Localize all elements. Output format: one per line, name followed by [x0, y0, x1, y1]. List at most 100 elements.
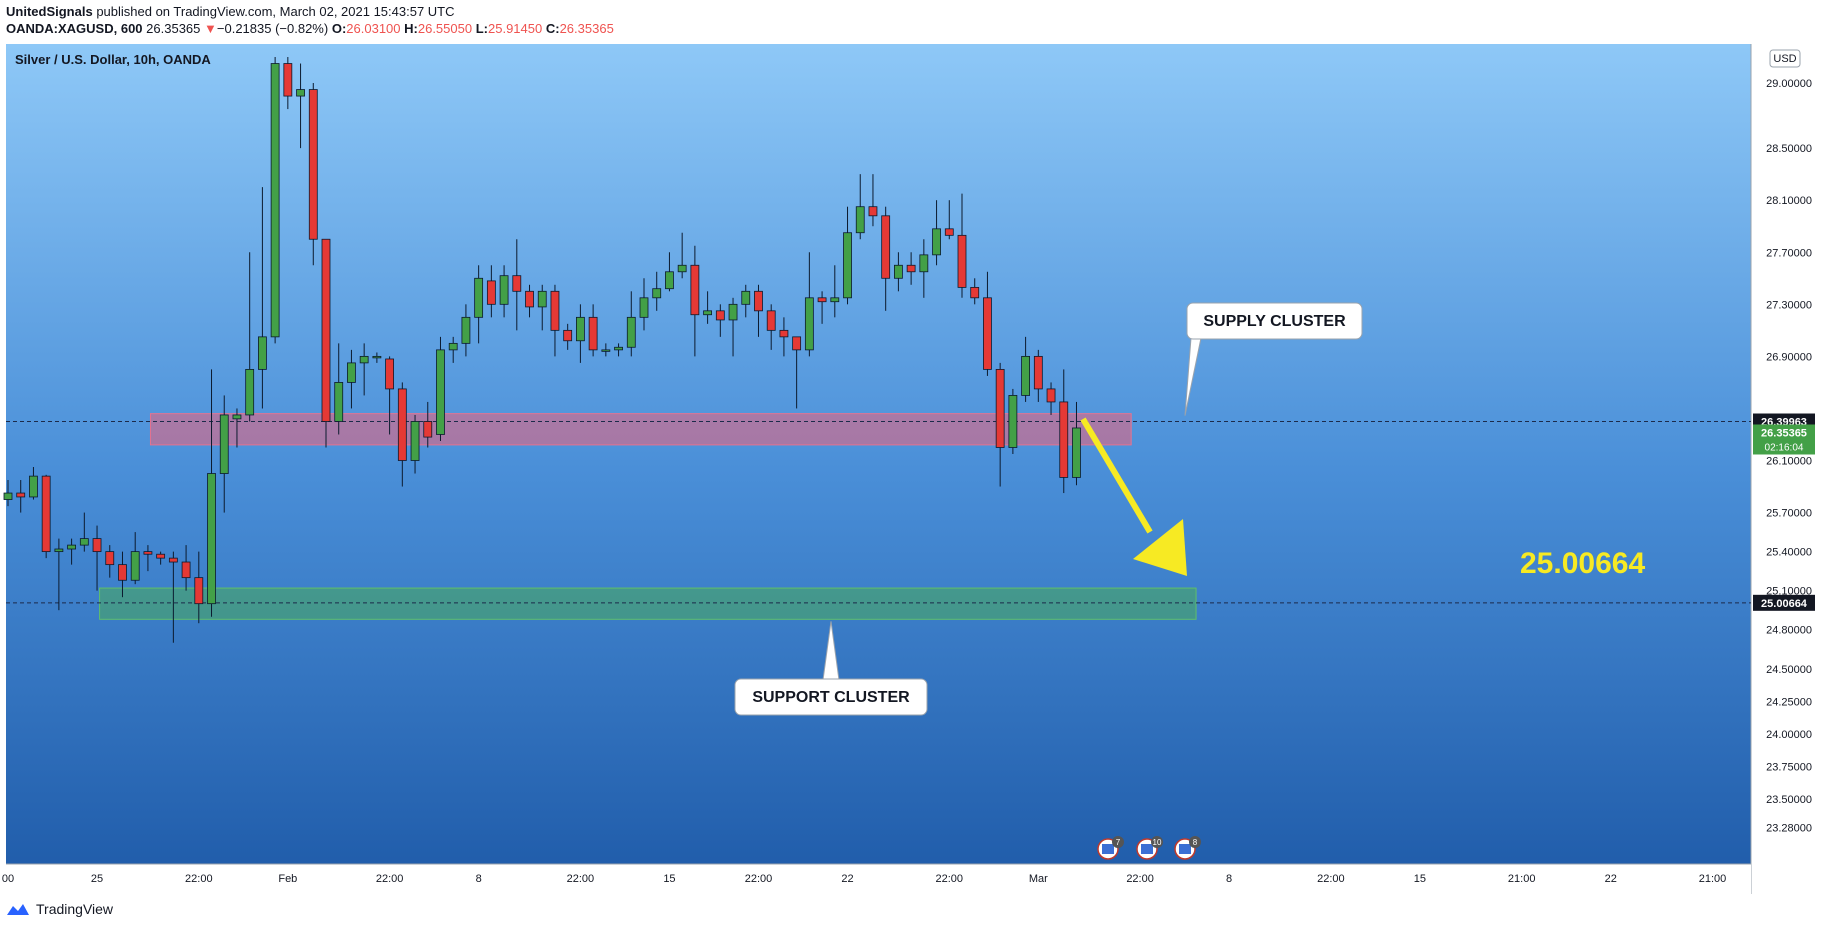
candle-up	[296, 89, 305, 97]
candle-down	[906, 264, 916, 273]
y-tick-label: 27.70000	[1766, 247, 1812, 259]
candle-down	[881, 215, 891, 279]
y-tick-label: 26.90000	[1766, 351, 1812, 363]
event-count-badge	[1112, 836, 1124, 848]
candle-up	[79, 538, 89, 546]
open-label: O:	[331, 21, 347, 36]
candle-up	[219, 414, 229, 474]
y-tick-label: 24.50000	[1766, 664, 1812, 676]
candle-down	[690, 264, 700, 316]
event-count: 8	[1193, 838, 1198, 847]
candle-down	[957, 234, 967, 288]
candle-down	[970, 286, 980, 299]
event-count: 7	[1116, 838, 1121, 847]
candle-down	[143, 551, 153, 555]
candle-up	[334, 382, 344, 422]
candle-up	[207, 473, 216, 605]
candle-up	[677, 264, 687, 273]
target-price-text: 25.00664	[1761, 598, 1808, 610]
x-tick-label: 22	[841, 873, 853, 885]
support-zone	[99, 587, 1197, 620]
candle-down	[588, 316, 598, 351]
candle-down	[168, 557, 178, 563]
candle-down	[779, 329, 789, 338]
support-callout-box[interactable]	[734, 678, 928, 716]
target-price-label: 25.00664	[1520, 547, 1645, 580]
candle-down	[156, 553, 166, 559]
candle-up	[372, 355, 382, 359]
currency-badge-box[interactable]	[1769, 49, 1801, 68]
candle-up	[245, 368, 255, 416]
candle-down	[550, 290, 560, 331]
author-name[interactable]: UnitedSignals	[6, 4, 93, 19]
candle-down	[181, 561, 191, 579]
low-label: L:	[475, 21, 488, 36]
support-cluster-label: SUPPORT CLUSTER	[752, 689, 910, 706]
candle-up	[270, 63, 280, 338]
candle-down	[118, 564, 127, 581]
chart-title: Silver / U.S. Dollar, 10h, OANDA	[15, 52, 211, 67]
tradingview-logo-icon[interactable]	[6, 902, 30, 916]
y-tick-label: 25.40000	[1766, 547, 1812, 559]
candle-up	[359, 355, 369, 364]
candle-up	[232, 414, 242, 420]
y-tick-label: 27.30000	[1766, 299, 1812, 311]
candle-up	[474, 277, 484, 318]
candle-up	[1072, 427, 1081, 478]
candle-down	[754, 290, 763, 312]
candle-up	[130, 551, 140, 581]
x-tick-label: Mar	[1029, 873, 1048, 885]
close-value: 26.35365	[559, 21, 614, 36]
candle-up	[919, 254, 929, 273]
candle-down	[321, 238, 331, 422]
price-change: −0.21835 (−0.82%)	[216, 21, 329, 36]
candle-down	[817, 297, 827, 303]
candle-up	[601, 349, 611, 352]
price-axis[interactable]	[1751, 44, 1823, 894]
x-tick-label: 15	[663, 873, 675, 885]
candle-up	[830, 297, 840, 303]
candle-up	[728, 303, 738, 321]
candle-down	[715, 310, 725, 321]
y-tick-label: 28.50000	[1766, 143, 1812, 155]
x-tick-label: 21:00	[1508, 873, 1536, 885]
candle-up	[436, 349, 445, 435]
candle-down	[397, 388, 407, 461]
candle-down	[385, 358, 395, 390]
low-value: 25.91450	[488, 21, 543, 36]
time-axis[interactable]	[6, 864, 1751, 894]
candles	[3, 57, 1081, 643]
candle-up	[3, 492, 13, 500]
x-tick-label: 22:00	[376, 873, 404, 885]
candle-up	[347, 362, 356, 383]
event-count-badge	[1151, 836, 1163, 848]
projection-arrow-head	[1133, 519, 1187, 576]
candle-up	[741, 290, 751, 305]
x-tick-label: Feb	[278, 873, 297, 885]
ohlc-line: OANDA:XAGUSD, 600 26.35365 ▼−0.21835 (−0…	[6, 20, 614, 37]
candle-up	[499, 275, 509, 305]
candle-up	[1008, 395, 1018, 448]
countdown-text: 02:16:04	[1765, 442, 1804, 453]
y-tick-label: 24.00000	[1766, 729, 1812, 741]
candle-up	[639, 297, 649, 318]
open-value: 26.03100	[346, 21, 401, 36]
candle-down	[283, 63, 293, 97]
candle-down	[512, 275, 522, 292]
x-tick-label: 22:00	[745, 873, 773, 885]
y-tick-labels: 29.00000 28.50000 28.10000 27.70000 27.30000…	[1766, 78, 1812, 835]
x-tick-label: 22:00	[936, 873, 964, 885]
candle-down	[1033, 355, 1043, 390]
supply-callout-box[interactable]	[1186, 302, 1363, 340]
y-tick-label: 24.25000	[1766, 696, 1812, 708]
change-arrow-icon: ▼	[204, 21, 217, 36]
y-tick-label: 28.10000	[1766, 195, 1812, 207]
candle-down	[194, 577, 204, 605]
y-tick-label: 23.75000	[1766, 761, 1812, 773]
x-tick-label: 8	[1226, 873, 1232, 885]
supply-zone	[149, 413, 1132, 446]
supply-cluster-label: SUPPLY CLUSTER	[1203, 313, 1346, 330]
candle-up	[54, 548, 64, 553]
